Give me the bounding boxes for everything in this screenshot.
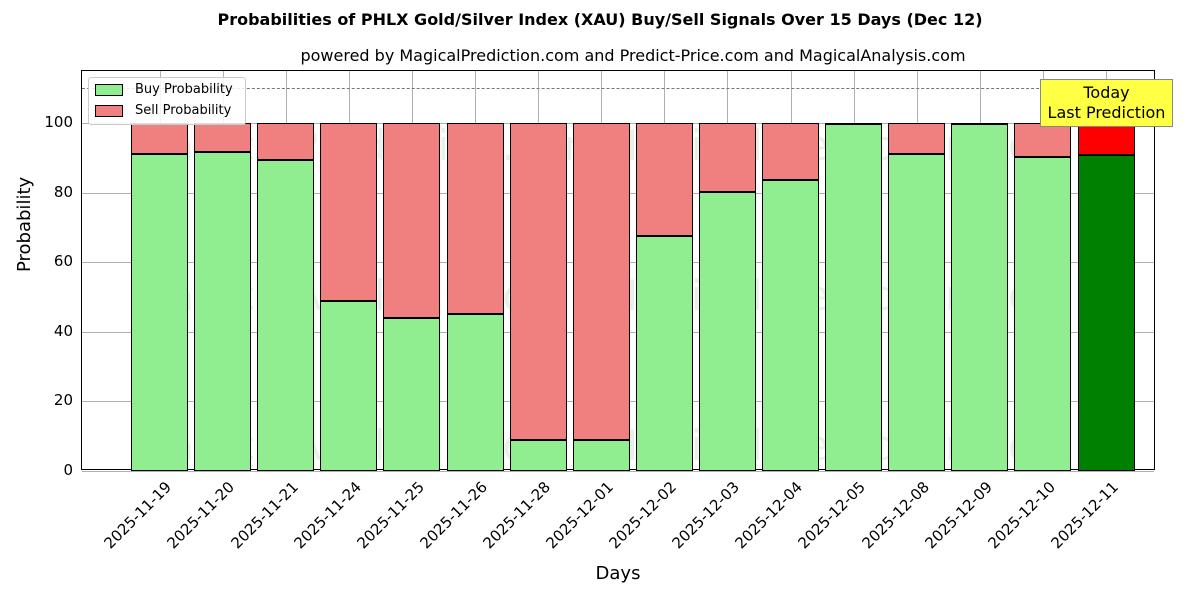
bar-2025-12-02 <box>635 71 693 471</box>
bar-2025-11-28 <box>509 71 567 471</box>
x-tick-label: 2025-12-11 <box>1047 478 1122 553</box>
bar-2025-11-21 <box>257 71 315 471</box>
bar-segment-sell <box>888 123 946 155</box>
annotation-line-2: Last Prediction <box>1047 103 1166 122</box>
bar-2025-11-20 <box>194 71 252 471</box>
bar-2025-12-10 <box>1014 71 1072 471</box>
legend-item-buy: Buy Probability <box>95 82 233 97</box>
x-tick-label: 2025-12-01 <box>542 478 617 553</box>
legend-swatch-buy <box>95 83 123 96</box>
grid-line-horizontal <box>82 471 1154 472</box>
x-tick-label: 2025-11-21 <box>227 478 302 553</box>
bar-2025-12-05 <box>825 71 883 471</box>
bar-2025-12-09 <box>951 71 1009 471</box>
bar-segment-sell <box>194 123 252 152</box>
x-tick-label: 2025-11-19 <box>100 478 176 553</box>
bar-2025-12-08 <box>888 71 946 471</box>
bar-segment-sell <box>257 123 315 161</box>
x-tick-label: 2025-11-25 <box>353 478 428 553</box>
plot-area: MagicalPrediction.comMagicalAnalysis.com… <box>81 70 1155 472</box>
reference-line <box>82 88 1154 90</box>
bar-segment-buy <box>951 124 1009 471</box>
bar-segment-sell <box>509 123 567 441</box>
x-tick-label: 2025-11-28 <box>479 478 554 553</box>
legend-label-sell: Sell Probability <box>135 103 232 118</box>
bar-segment-buy <box>762 179 819 471</box>
bar-segment-buy <box>1077 155 1135 471</box>
bar-2025-12-04 <box>762 71 819 471</box>
bar-2025-12-11 <box>1077 71 1135 471</box>
bar-segment-buy <box>383 317 441 471</box>
bar-2025-11-19 <box>131 71 188 471</box>
bar-segment-sell <box>383 123 441 318</box>
bar-2025-12-03 <box>698 71 756 471</box>
bar-segment-sell <box>572 123 630 441</box>
x-tick-label: 2025-12-10 <box>984 478 1059 553</box>
bar-segment-buy <box>446 314 504 471</box>
bar-2025-11-26 <box>446 71 504 471</box>
y-tick-label: 40 <box>53 321 73 340</box>
y-tick-label: 80 <box>53 182 73 201</box>
bar-segment-buy <box>888 154 946 471</box>
legend-label-buy: Buy Probability <box>135 82 233 97</box>
bar-segment-buy <box>1014 156 1072 471</box>
bar-segment-buy <box>698 192 756 471</box>
x-tick-label: 2025-11-26 <box>416 478 491 553</box>
x-tick-label: 2025-11-20 <box>163 478 239 553</box>
bar-segment-buy <box>825 124 883 471</box>
chart-subtitle: powered by MagicalPrediction.com and Pre… <box>300 46 966 65</box>
bar-segment-buy <box>572 440 630 471</box>
x-tick-label: 2025-12-03 <box>668 478 744 553</box>
y-axis-label: Probability <box>14 176 35 272</box>
bar-2025-12-01 <box>572 71 630 471</box>
x-tick-label: 2025-12-05 <box>794 478 870 553</box>
bar-segment-sell <box>131 123 188 155</box>
bar-segment-buy <box>509 440 567 471</box>
y-tick-label: 0 <box>63 461 73 479</box>
y-tick-label: 20 <box>53 391 73 410</box>
bar-segment-buy <box>635 235 693 471</box>
legend-swatch-sell <box>95 104 123 117</box>
legend-item-sell: Sell Probability <box>95 103 231 118</box>
bar-segment-sell <box>1014 123 1072 157</box>
bar-segment-sell <box>762 123 819 180</box>
annotation-line-1: Today <box>1083 83 1130 102</box>
bar-segment-sell <box>1077 123 1135 156</box>
x-tick-label: 2025-12-04 <box>731 478 807 553</box>
bar-segment-sell <box>635 123 693 236</box>
bar-2025-11-25 <box>383 71 441 471</box>
bar-segment-buy <box>194 151 252 471</box>
bar-segment-sell <box>698 123 756 193</box>
today-annotation: Today Last Prediction <box>1040 79 1173 127</box>
bar-segment-sell <box>446 123 504 315</box>
legend: Buy Probability Sell Probability <box>88 77 246 125</box>
bar-segment-buy <box>320 300 378 471</box>
bar-segment-buy <box>131 154 188 471</box>
bar-segment-sell <box>320 123 378 301</box>
chart-title: Probabilities of PHLX Gold/Silver Index … <box>217 10 983 29</box>
x-tick-label: 2025-12-02 <box>605 478 681 553</box>
y-tick-label: 60 <box>53 252 73 271</box>
x-axis-label: Days <box>595 563 641 584</box>
bar-2025-11-24 <box>320 71 378 471</box>
y-tick-label: 100 <box>44 113 73 132</box>
x-tick-label: 2025-12-08 <box>858 478 933 553</box>
bar-segment-buy <box>257 160 315 471</box>
